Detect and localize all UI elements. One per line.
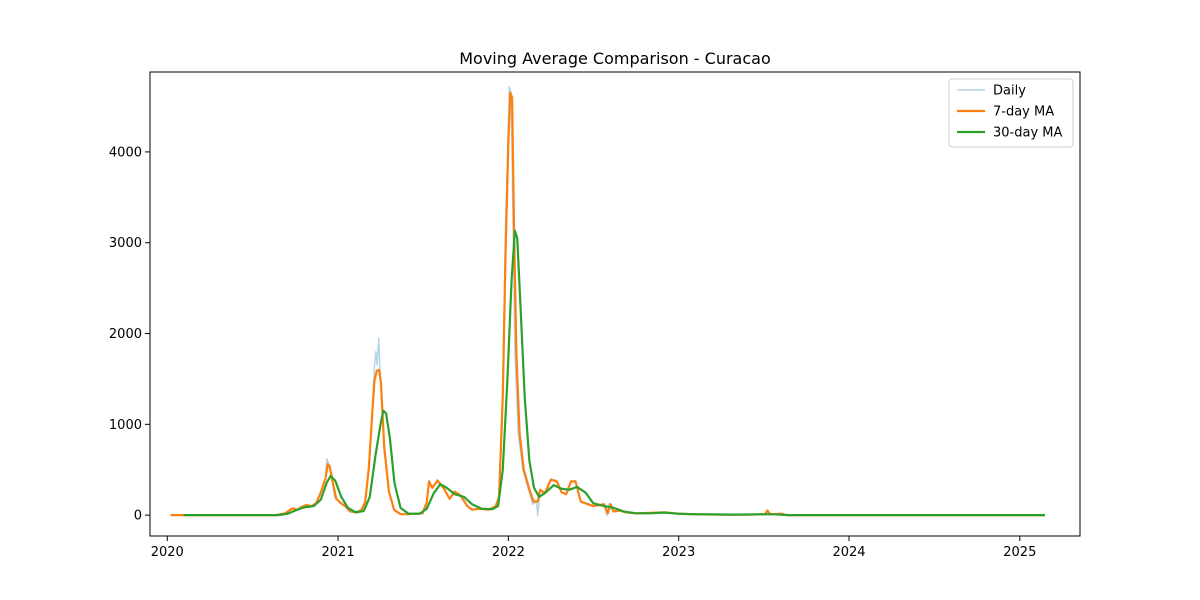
legend: Daily 7-day MA 30-day MA <box>948 78 1074 148</box>
x-tick-label: 2024 <box>832 545 865 560</box>
series-line-7-day-ma <box>170 91 1045 517</box>
series-line-30-day-ma <box>183 229 1045 517</box>
legend-label-30-day-ma: 30-day MA <box>993 126 1062 141</box>
x-axis: 2020 2021 2022 2023 2024 2025 <box>151 536 1036 560</box>
plot-frame <box>149 71 1081 537</box>
y-tick-label: 2000 <box>109 327 142 342</box>
series-layer <box>170 85 1045 517</box>
legend-label-7-day-ma: 7-day MA <box>993 105 1054 120</box>
legend-box <box>948 78 1074 148</box>
chart-title: Moving Average Comparison - Curacao <box>459 49 771 68</box>
y-tick-label: 0 <box>134 509 142 524</box>
legend-label-daily: Daily <box>993 84 1026 99</box>
y-tick-label: 3000 <box>109 236 142 251</box>
x-tick-label: 2021 <box>322 545 355 560</box>
y-tick-label: 1000 <box>109 418 142 433</box>
x-tick-label: 2023 <box>662 545 695 560</box>
y-axis: 0 1000 2000 3000 4000 <box>109 145 150 524</box>
x-tick-label: 2025 <box>1003 545 1036 560</box>
x-tick-label: 2022 <box>492 545 525 560</box>
y-tick-label: 4000 <box>109 145 142 160</box>
x-tick-label: 2020 <box>151 545 184 560</box>
